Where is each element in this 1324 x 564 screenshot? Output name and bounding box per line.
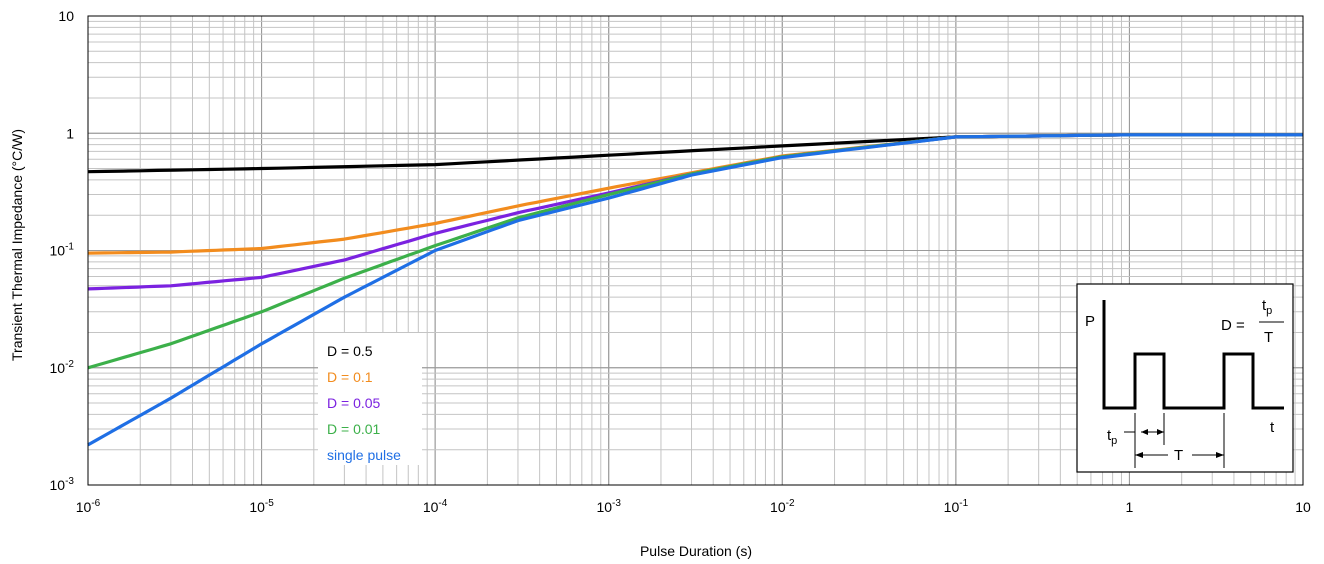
plot-frame [87, 15, 1304, 486]
inset-p-label: P [1085, 313, 1095, 330]
formula-numerator: tp [1262, 297, 1272, 317]
x-tick-label: 1 [1126, 499, 1134, 515]
inset-T-label: T [1174, 447, 1183, 464]
x-tick-label: 10-3 [596, 498, 621, 515]
pulse-diagram-inset: P t D = tp T tp T [1076, 283, 1294, 473]
y-axis-label: Transient Thermal Impedance (°C/W) [9, 129, 25, 361]
legend: D = 0.5 D = 0.1 D = 0.05 D = 0.01 single pul… [318, 333, 422, 465]
y-tick-label: 10 [58, 8, 74, 24]
legend-entry: D = 0.5 [327, 343, 373, 359]
x-axis-label: Pulse Duration (s) [640, 543, 752, 559]
x-tick-labels: 10-6 10-5 10-4 10-3 10-2 10-1 1 10 [76, 498, 1311, 515]
legend-entry: single pulse [327, 447, 401, 463]
tp-arrowhead [1157, 429, 1164, 435]
x-tick-label: 10-4 [423, 498, 448, 515]
x-tick-label: 10-1 [944, 498, 969, 515]
legend-entry: D = 0.01 [327, 421, 381, 437]
y-tick-label: 10-3 [50, 476, 75, 493]
formula-denominator: T [1264, 329, 1273, 346]
y-tick-label: 10-2 [50, 359, 75, 376]
x-tick-label: 10-6 [76, 498, 101, 515]
inset-t-label: t [1270, 419, 1275, 436]
legend-box [318, 333, 422, 465]
y-tick-label: 10-1 [50, 242, 75, 259]
y-tick-labels: 10 1 10-1 10-2 10-3 [50, 8, 75, 493]
inset-frame [1076, 283, 1294, 473]
y-tick-label: 1 [66, 125, 74, 141]
tp-arrowtail [1141, 429, 1148, 435]
T-arrowhead-right [1216, 452, 1224, 458]
x-tick-label: 10-5 [249, 498, 274, 515]
x-tick-label: 10-2 [770, 498, 795, 515]
pulse-waveform [1102, 300, 1284, 410]
formula-lhs: D = [1221, 317, 1245, 334]
curves [87, 133, 1303, 447]
grid [87, 15, 1304, 486]
legend-entry: D = 0.05 [327, 395, 381, 411]
legend-entry: D = 0.1 [327, 369, 373, 385]
T-arrowhead-left [1135, 452, 1143, 458]
inset-tp-label: tp [1107, 427, 1117, 447]
x-tick-label: 10 [1295, 499, 1311, 515]
series-line-4 [87, 133, 1303, 447]
